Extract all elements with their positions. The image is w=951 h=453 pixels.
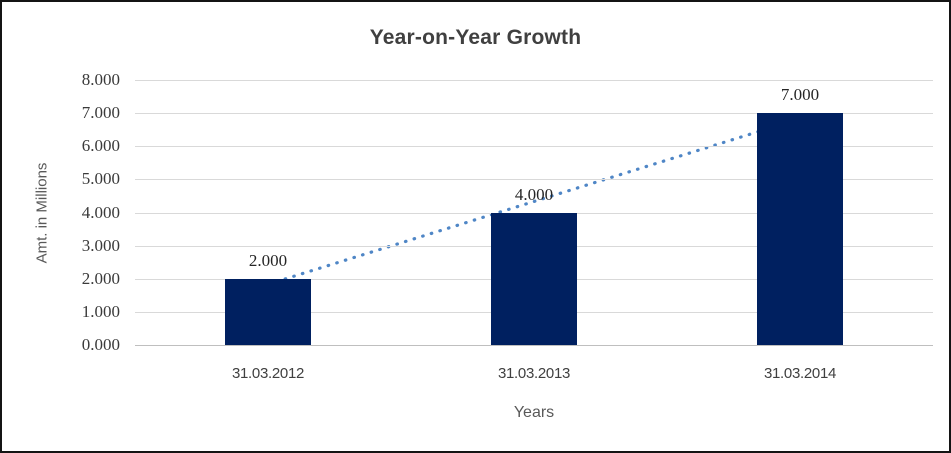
chart-title: Year-on-Year Growth [369,26,582,49]
gridline-y-5 [135,179,933,180]
y-tick-label: 4.000 [81,202,120,222]
x-tick-label: 31.03.2012 [231,365,305,382]
y-tick-label: 3.000 [81,235,120,255]
data-label: 2.000 [248,250,288,270]
data-label: 4.000 [514,184,554,204]
y-tick-label: 0.000 [81,335,120,354]
bar-31.03.2013 [491,212,577,345]
y-tick-label: 7.000 [81,103,120,123]
y-tick-label: 1.000 [81,301,120,321]
x-axis-title: Years [513,404,555,421]
x-tick-label: 31.03.2013 [497,365,571,382]
y-tick-label: 6.000 [81,136,120,156]
gridline-y-8 [135,80,933,81]
y-tick-label: 5.000 [81,169,120,189]
bar-31.03.2012 [225,278,311,345]
bar-31.03.2014 [757,113,843,345]
x-tick-label: 31.03.2014 [763,365,837,382]
gridline-y-6 [135,146,933,147]
gridline-y-7 [135,113,933,114]
y-tick-label: 2.000 [81,268,120,288]
data-label: 7.000 [780,85,820,105]
y-tick-label: 8.000 [81,70,120,89]
x-axis-line [135,345,933,346]
